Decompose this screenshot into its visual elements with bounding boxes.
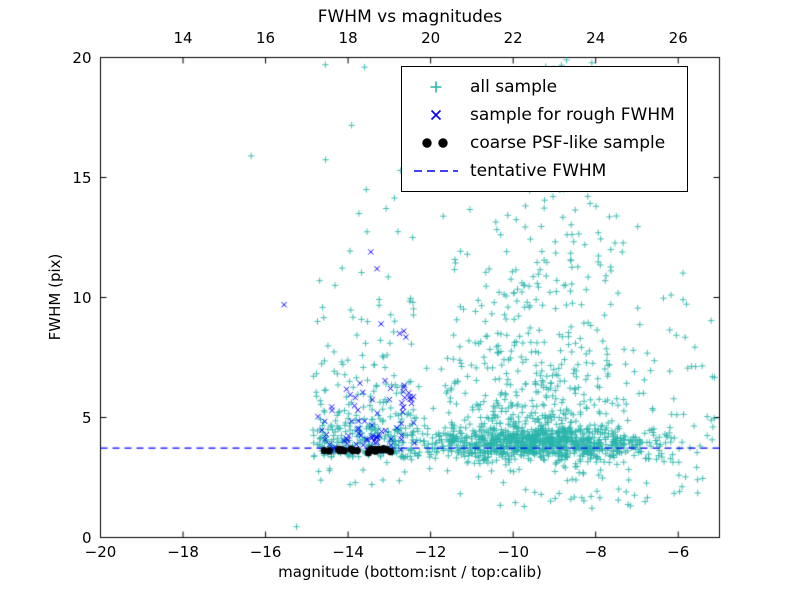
dot-marker-icon [410,134,462,152]
x-tick-label: −14 [332,543,364,561]
top-tick-label: 26 [668,29,688,47]
top-tick-label: 16 [256,29,276,47]
x-tick-label: −16 [249,543,282,561]
legend-item-all-sample: all sample [410,73,675,101]
plus-marker-icon [410,78,462,96]
legend-label: all sample [470,77,558,97]
x-tick-label: −8 [584,543,607,561]
legend-item-psf-sample: coarse PSF-like sample [410,129,675,157]
legend: all sample sample for rough FWHM coarse … [401,66,688,192]
y-tick-label: 10 [72,288,92,307]
x-marker-icon [410,106,462,124]
dashed-line-icon [410,162,462,180]
top-tick-label: 24 [586,29,606,47]
legend-label: sample for rough FWHM [470,105,675,125]
legend-label: tentative FWHM [470,161,607,181]
y-tick-label: 0 [81,528,92,547]
y-axis-label: FWHM (pix) [46,253,64,341]
y-tick-label: 15 [72,168,92,187]
x-tick-label: −20 [84,543,117,561]
x-tick-label: −12 [414,543,447,561]
x-tick-label: −18 [167,543,199,561]
x-axis-label: magnitude (bottom:isnt / top:calib) [278,563,542,581]
top-tick-label: 14 [173,29,193,47]
legend-item-tentative-fwhm: tentative FWHM [410,157,675,185]
y-tick-label: 5 [81,408,92,427]
top-tick-label: 20 [421,29,441,47]
y-tick-label: 20 [72,48,92,67]
x-tick-label: −6 [667,543,690,561]
top-tick-label: 22 [503,29,523,47]
legend-item-rough-fwhm: sample for rough FWHM [410,101,675,129]
chart-title: FWHM vs magnitudes [317,7,503,27]
top-tick-label: 18 [338,29,358,47]
x-tick-label: −10 [497,543,529,561]
legend-label: coarse PSF-like sample [470,133,666,153]
